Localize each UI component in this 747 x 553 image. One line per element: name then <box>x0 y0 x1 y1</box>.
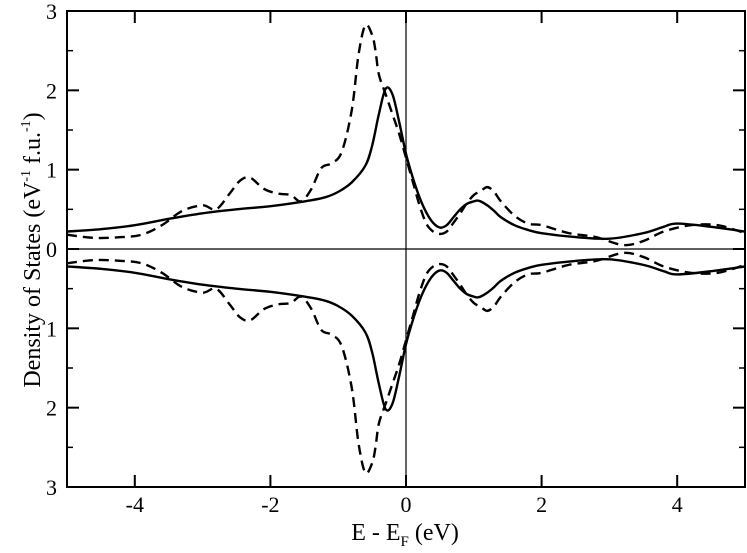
y-tick-label: 1 <box>46 158 57 183</box>
y-axis-label: Density of States (eV-1 f.u.-1) <box>19 112 46 387</box>
solid-series-down <box>66 257 746 412</box>
y-tick-label: 3 <box>46 0 57 24</box>
solid-series-up <box>66 86 746 241</box>
y-tick-label: 3 <box>46 475 57 500</box>
x-tick-label: -4 <box>126 492 144 517</box>
y-tick-label: 0 <box>46 237 57 262</box>
tick-labels: -4 -2 0 2 4 3 2 1 0 1 2 3 <box>46 0 683 517</box>
y-tick-label: 2 <box>46 78 57 103</box>
x-tick-label: 0 <box>401 492 412 517</box>
x-tick-label: -2 <box>261 492 279 517</box>
dashed-series-down <box>66 251 746 475</box>
dashed-series-up <box>66 23 746 247</box>
y-tick-label: 1 <box>46 316 57 341</box>
x-tick-label: 2 <box>536 492 547 517</box>
x-axis-label: E - EF (eV) <box>351 520 459 550</box>
y-tick-label: 2 <box>46 396 57 421</box>
ticks-layer <box>67 10 745 488</box>
x-tick-label: 4 <box>672 492 683 517</box>
reference-lines <box>67 11 745 487</box>
series-layer <box>66 23 746 475</box>
